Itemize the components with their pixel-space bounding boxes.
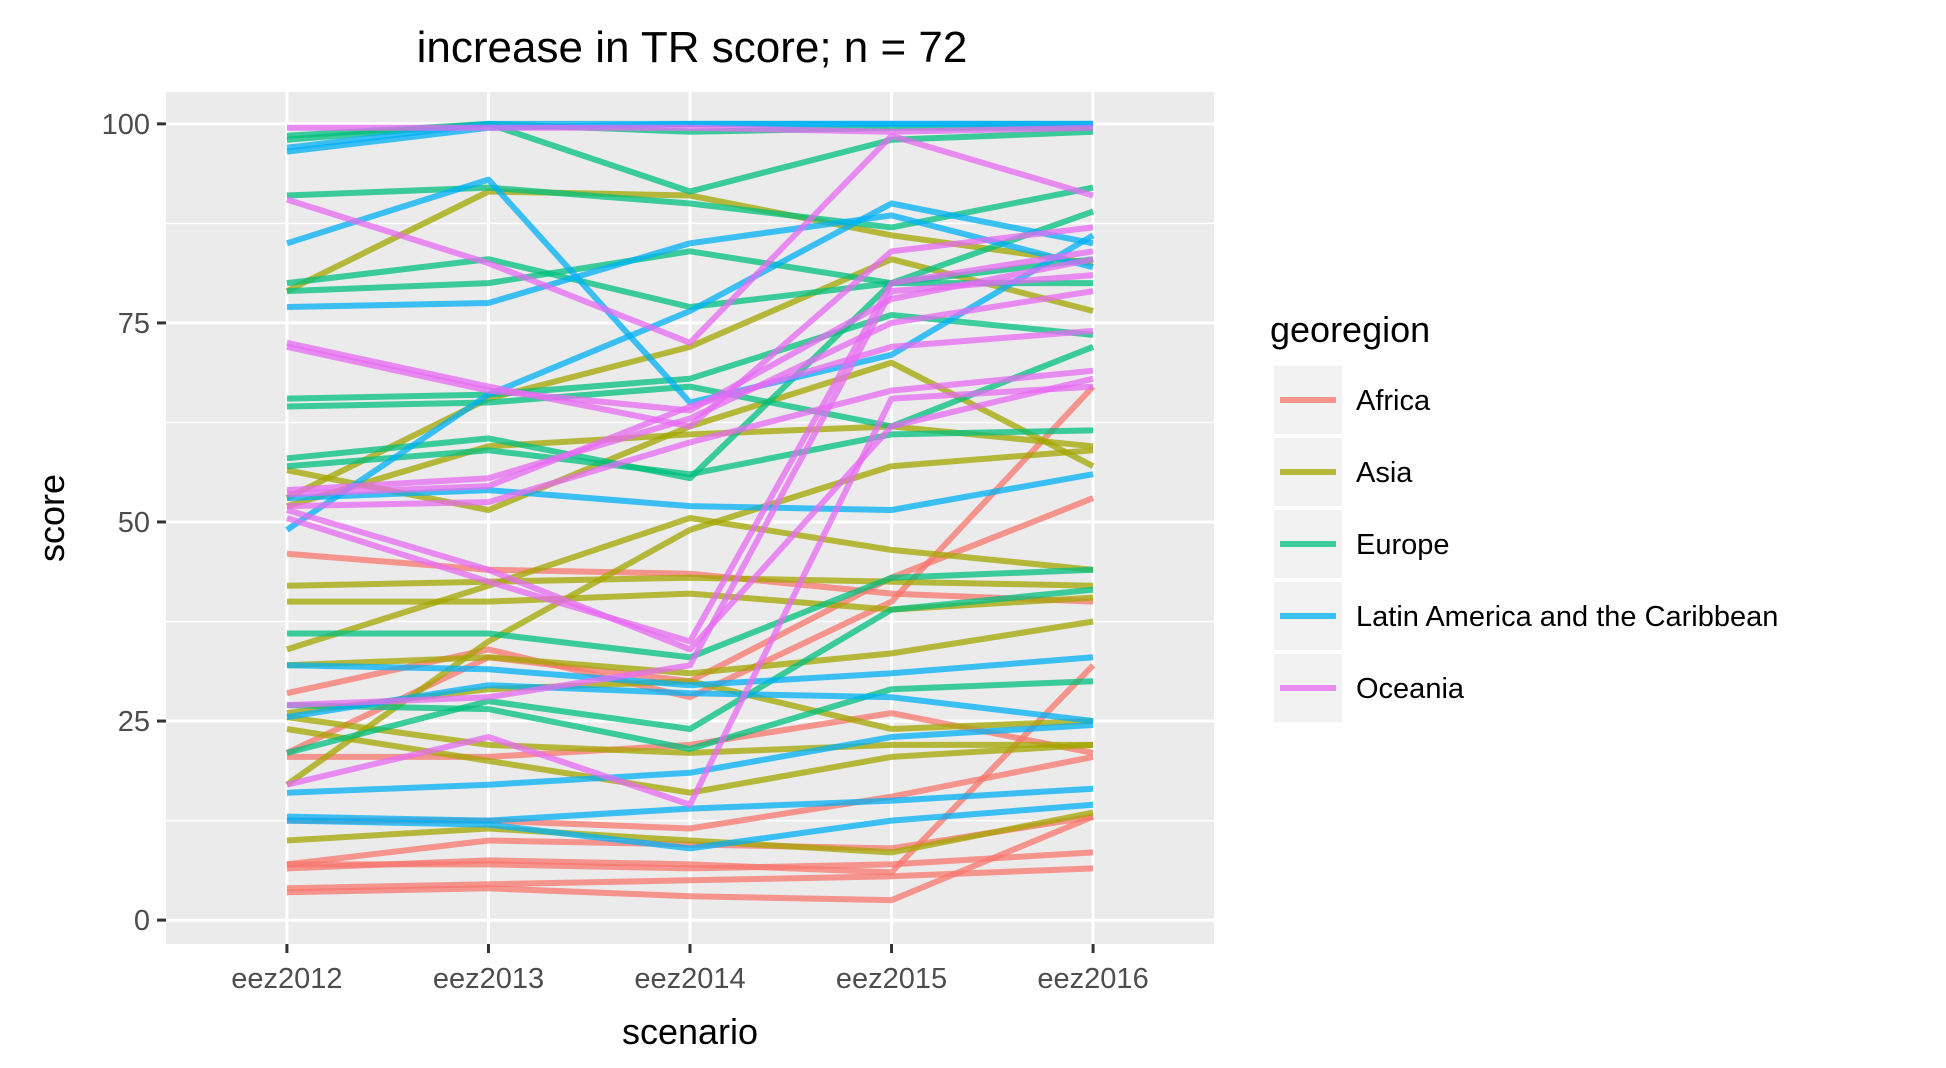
series-line xyxy=(286,682,1094,724)
y-tick-label: 50 xyxy=(118,507,150,539)
series-line xyxy=(286,678,1094,752)
legend-label: Latin America and the Caribbean xyxy=(1356,601,1778,633)
y-tick-label: 100 xyxy=(102,109,150,141)
series-line xyxy=(285,248,1094,645)
series-line xyxy=(286,427,1094,478)
series-line xyxy=(286,344,1095,430)
y-tick-label: 25 xyxy=(118,706,150,738)
series-line xyxy=(285,515,1094,653)
series-line xyxy=(286,714,1094,756)
series-line xyxy=(286,550,1094,605)
series-line xyxy=(286,801,1094,852)
chart-title: increase in TR score; n = 72 xyxy=(417,23,968,72)
x-axis-title: scenario xyxy=(622,1011,758,1052)
series-line xyxy=(286,383,1094,808)
x-tick-label: eez2015 xyxy=(836,963,947,995)
series-line xyxy=(286,586,1094,756)
legend-label: Asia xyxy=(1356,457,1413,489)
legend-title: georegion xyxy=(1270,309,1430,350)
legend: georegion Africa Asia Europe Latin America … xyxy=(1270,309,1778,722)
series-line xyxy=(286,809,1094,856)
series-line xyxy=(285,132,1094,346)
legend-label: Africa xyxy=(1356,385,1431,417)
series-line xyxy=(286,327,1094,498)
legend-label: Oceania xyxy=(1356,673,1465,705)
x-tick-label: eez2012 xyxy=(231,963,342,995)
series-line xyxy=(286,471,1094,513)
series-line xyxy=(286,288,1094,494)
series-line xyxy=(286,224,1094,430)
y-tick-label: 75 xyxy=(118,308,150,340)
series-line xyxy=(285,200,1094,533)
x-tick-label: eez2014 xyxy=(634,963,745,995)
y-axis-title: score xyxy=(31,474,72,562)
series-line xyxy=(286,785,1094,824)
y-axis: 0 25 50 75 100 xyxy=(102,109,166,937)
series-line xyxy=(286,367,1094,510)
legend-label: Europe xyxy=(1356,529,1450,561)
series-line xyxy=(286,618,1094,677)
series-layer xyxy=(285,120,1096,904)
series-line xyxy=(286,375,1094,653)
series-line xyxy=(286,212,1094,310)
series-line xyxy=(286,574,1094,589)
series-line xyxy=(285,447,1094,788)
y-tick-label: 0 xyxy=(134,905,150,937)
series-line xyxy=(286,272,1094,709)
series-line xyxy=(286,849,1094,872)
x-tick-label: eez2016 xyxy=(1037,963,1148,995)
series-line xyxy=(286,124,1094,135)
series-line xyxy=(286,312,1094,402)
series-line xyxy=(286,722,1094,796)
x-axis: eez2012 eez2013 eez2014 eez2015 eez2016 xyxy=(231,944,1149,995)
series-line xyxy=(286,566,1094,661)
series-line xyxy=(286,208,1095,482)
series-line xyxy=(286,120,1094,151)
series-line xyxy=(286,384,1096,701)
series-line xyxy=(286,654,1094,689)
series-line xyxy=(286,813,1095,904)
x-tick-label: eez2013 xyxy=(433,963,544,995)
